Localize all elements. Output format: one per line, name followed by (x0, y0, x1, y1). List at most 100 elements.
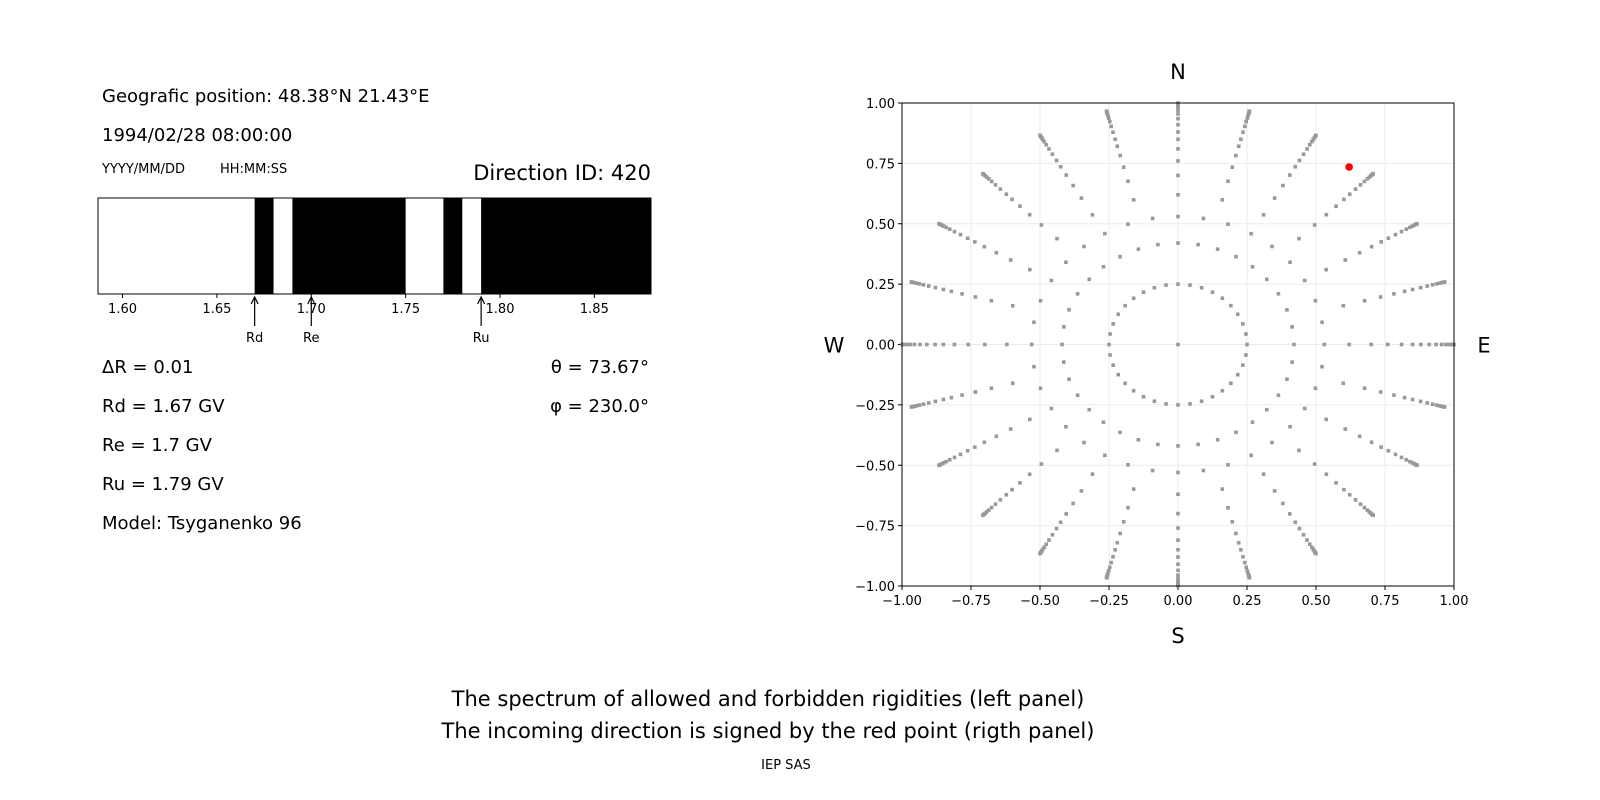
direction-point (1270, 244, 1274, 249)
direction-point (1358, 502, 1363, 506)
direction-point (1226, 179, 1230, 184)
direction-point (1430, 402, 1435, 406)
direction-point (1116, 372, 1121, 377)
direction-point (1082, 244, 1086, 249)
direction-point (1324, 212, 1329, 217)
direction-point (952, 229, 957, 234)
direction-point (1292, 342, 1296, 347)
y-tick-label: −1.00 (855, 580, 895, 595)
direction-point (1042, 139, 1046, 144)
direction-point (1245, 116, 1250, 121)
direction-point (981, 513, 985, 518)
direction-point (1241, 363, 1245, 367)
direction-point (1290, 360, 1294, 364)
direction-point (1176, 511, 1180, 516)
direction-point (1176, 241, 1180, 245)
direction-point (1118, 153, 1122, 158)
direction-point (1236, 540, 1241, 545)
direction-point (1176, 579, 1180, 583)
direction-point (1064, 512, 1069, 516)
direction-point (1430, 283, 1435, 287)
direction-point (1353, 187, 1358, 191)
direction-point (1247, 575, 1252, 580)
direction-point (1176, 147, 1180, 151)
direction-point (1027, 472, 1032, 477)
direction-point (1264, 407, 1269, 412)
direction-point (1246, 114, 1250, 118)
direction-point (952, 455, 957, 460)
direction-point (981, 171, 985, 176)
direction-point (1008, 427, 1013, 431)
marker-label: Ru (473, 331, 490, 346)
direction-point (1156, 242, 1160, 247)
direction-point (1176, 403, 1180, 407)
direction-point (1220, 487, 1225, 491)
direction-point (1379, 445, 1383, 449)
direction-point (1176, 526, 1180, 530)
direction-point (1004, 192, 1009, 197)
direction-point (1220, 296, 1225, 301)
direction-point (1079, 196, 1084, 200)
direction-point (1234, 254, 1238, 259)
direction-point (1402, 395, 1407, 400)
direction-point (1201, 468, 1206, 473)
direction-point (1108, 353, 1112, 357)
direction-point (937, 221, 941, 226)
y-tick-label: 0.50 (866, 218, 895, 233)
direction-point (1446, 342, 1451, 347)
direction-point (1039, 223, 1044, 227)
time-format-label: HH:MM:SS (220, 162, 287, 177)
direction-point (1301, 533, 1306, 537)
compass-west: W (824, 334, 845, 358)
direction-point (1365, 177, 1370, 181)
direction-point (1176, 555, 1180, 559)
direction-point (1039, 462, 1044, 466)
direction-point (1437, 281, 1442, 286)
direction-point (917, 282, 922, 286)
direction-point (1156, 442, 1160, 447)
direction-point (1106, 114, 1110, 118)
direction-point (1176, 112, 1180, 116)
x-tick-label: 1.00 (1440, 594, 1469, 609)
direction-point (1241, 322, 1245, 326)
direction-point (1229, 303, 1233, 308)
direction-point (1115, 540, 1120, 545)
direction-point (1250, 420, 1255, 424)
direction-point (1250, 265, 1255, 269)
direction-point (973, 240, 977, 244)
direction-point (1188, 402, 1192, 406)
direction-point (1028, 417, 1032, 422)
direction-point (1334, 481, 1338, 485)
direction-point (1264, 277, 1269, 282)
direction-point (1314, 551, 1318, 556)
direction-point (1038, 298, 1043, 303)
direction-point (1272, 489, 1277, 493)
direction-point (1399, 342, 1404, 347)
direction-point (941, 397, 946, 402)
direction-point (1123, 303, 1127, 308)
direction-point (1199, 285, 1204, 290)
direction-point (1293, 520, 1298, 525)
direction-point (1369, 440, 1374, 445)
theta-value: θ = 73.67° (551, 357, 649, 378)
direction-point (1302, 278, 1307, 283)
direction-point (1164, 402, 1168, 406)
direction-point (1244, 353, 1248, 357)
compass-north: N (1170, 60, 1186, 84)
direction-point (1270, 440, 1274, 445)
direction-point (1058, 164, 1063, 169)
direction-point (1230, 165, 1235, 170)
direction-point (1141, 290, 1146, 295)
direction-point (1399, 229, 1404, 234)
direction-point (1393, 452, 1398, 457)
direction-point (1107, 342, 1111, 347)
direction-point (960, 393, 964, 397)
direction-point (1101, 420, 1106, 424)
direction-point (1371, 513, 1375, 518)
direction-point (1343, 258, 1348, 262)
direction-point (1032, 364, 1036, 369)
direction-point (1121, 165, 1126, 170)
direction-point (1297, 236, 1301, 241)
direction-point (1392, 393, 1396, 397)
direction-point (1386, 236, 1391, 241)
